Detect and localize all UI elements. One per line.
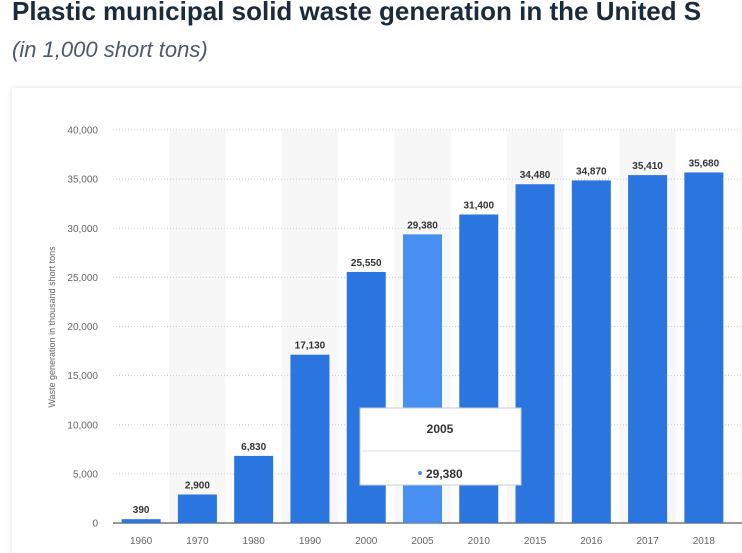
x-tick-label: 2010 <box>468 536 491 547</box>
y-tick-label: 10,000 <box>67 420 98 431</box>
tooltip-title: 2005 <box>427 422 454 436</box>
tooltip-box <box>359 407 522 486</box>
chart-title: Plastic municipal solid waste generation… <box>12 0 702 26</box>
data-label: 25,550 <box>351 258 382 269</box>
y-tick-label: 20,000 <box>67 322 98 333</box>
y-tick-label: 30,000 <box>67 224 98 235</box>
data-label: 390 <box>133 505 150 516</box>
data-label: 35,410 <box>632 161 663 172</box>
bar <box>515 184 555 523</box>
data-label: 35,680 <box>689 158 720 169</box>
bar <box>177 494 217 523</box>
bar <box>290 354 330 523</box>
y-tick-label: 5,000 <box>73 469 98 480</box>
y-tick-label: 0 <box>92 519 98 530</box>
data-label: 34,480 <box>520 170 551 181</box>
y-tick-label: 25,000 <box>67 273 98 284</box>
x-tick-label: 1970 <box>186 536 209 547</box>
chart-subtitle: (in 1,000 short tons) <box>12 37 208 62</box>
x-tick-label: 2015 <box>524 536 547 547</box>
bar <box>234 455 274 523</box>
x-tick-label: 1960 <box>130 536 153 547</box>
x-tick-label: 1980 <box>243 536 266 547</box>
tooltip-dot <box>418 471 422 475</box>
x-tick-label: 2016 <box>580 536 603 547</box>
data-label: 29,380 <box>407 220 438 231</box>
x-tick-label: 2017 <box>636 536 659 547</box>
bar <box>121 519 161 523</box>
x-tick-label: 1990 <box>299 536 322 547</box>
tooltip-value: 29,380 <box>426 467 463 481</box>
y-axis-label: Waste generation in thousand short tons <box>47 246 57 408</box>
data-label: 31,400 <box>463 200 494 211</box>
data-label: 2,900 <box>185 481 210 492</box>
data-label: 6,830 <box>241 442 266 453</box>
x-tick-label: 2005 <box>411 536 434 547</box>
bar <box>571 180 611 523</box>
data-label: 34,870 <box>576 166 607 177</box>
bar <box>628 175 668 524</box>
y-tick-label: 40,000 <box>67 126 98 137</box>
bar <box>684 172 724 523</box>
x-tick-label: 2018 <box>693 536 716 547</box>
data-label: 17,130 <box>295 341 326 352</box>
y-tick-label: 35,000 <box>67 175 98 186</box>
y-tick-label: 15,000 <box>67 371 98 382</box>
tooltip: 2005 29,380 <box>359 407 522 486</box>
x-tick-label: 2000 <box>355 536 378 547</box>
